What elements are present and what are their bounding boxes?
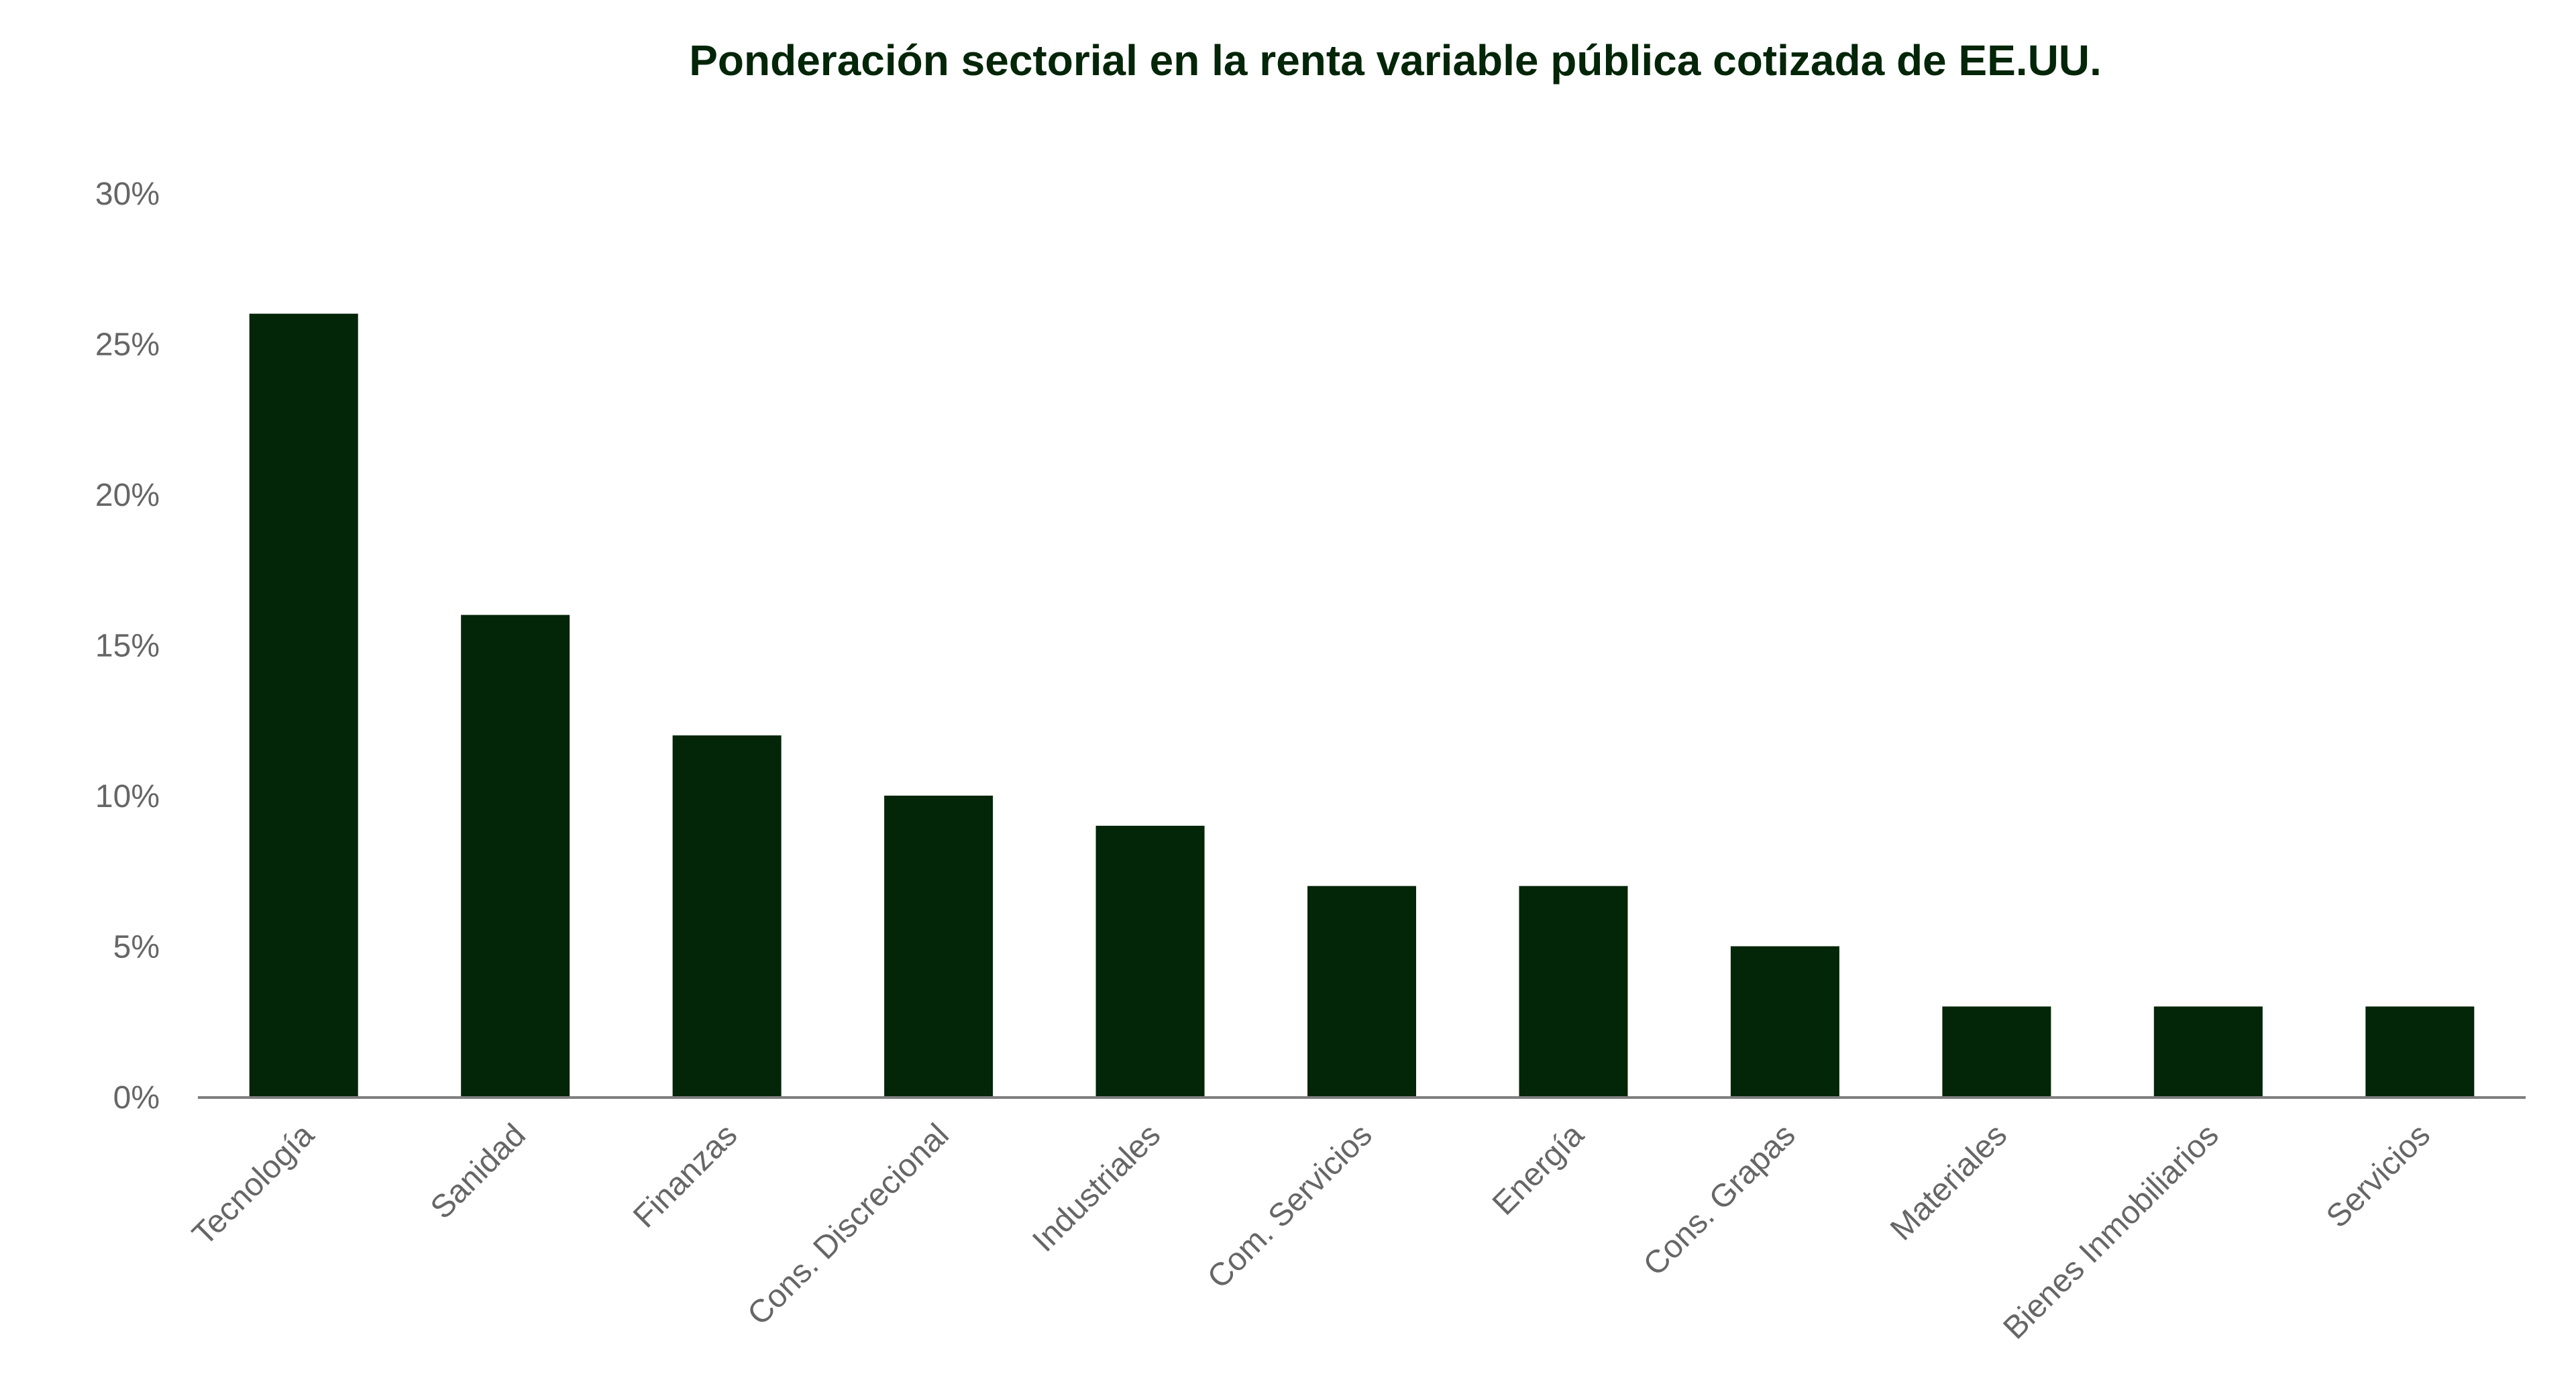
y-tick-label: 5% [113, 930, 160, 965]
x-tick-label: Bienes Inmobiliarios [1996, 1117, 2225, 1346]
y-tick-label: 25% [95, 327, 160, 363]
y-tick-label: 0% [113, 1080, 160, 1116]
bar [1519, 886, 1628, 1097]
x-tick-label: Tecnología [186, 1117, 321, 1252]
x-tick-label: Cons. Discrecional [741, 1117, 955, 1332]
bar [2153, 1006, 2263, 1097]
bar [672, 735, 782, 1097]
bar [2365, 1006, 2475, 1097]
bar [461, 615, 570, 1097]
x-tick-label: Cons. Grapas [1637, 1117, 1803, 1283]
x-tick-label: Sanidad [424, 1117, 533, 1226]
chart-title: Ponderación sectorial en la renta variab… [689, 36, 2102, 85]
x-tick-label: Servicios [2320, 1117, 2437, 1234]
x-tick-label: Com. Servicios [1201, 1117, 1379, 1295]
bars-group [249, 313, 2475, 1098]
y-tick-label: 20% [95, 478, 160, 513]
bar [1730, 946, 1839, 1097]
bar [884, 796, 994, 1097]
y-axis: 0% 5% 10% 15% 20% 25% 30% [95, 176, 160, 1116]
y-tick-label: 30% [95, 176, 160, 212]
bar [1095, 825, 1205, 1097]
x-tick-label: Materiales [1884, 1117, 2014, 1247]
x-tick-label: Industriales [1026, 1117, 1167, 1259]
bar [1942, 1006, 2051, 1097]
x-tick-label: Finanzas [627, 1117, 744, 1234]
y-tick-label: 10% [95, 779, 160, 814]
y-tick-label: 15% [95, 629, 160, 664]
bar [1307, 886, 1416, 1097]
x-tick-label: Energía [1486, 1117, 1591, 1222]
bar [249, 313, 358, 1098]
